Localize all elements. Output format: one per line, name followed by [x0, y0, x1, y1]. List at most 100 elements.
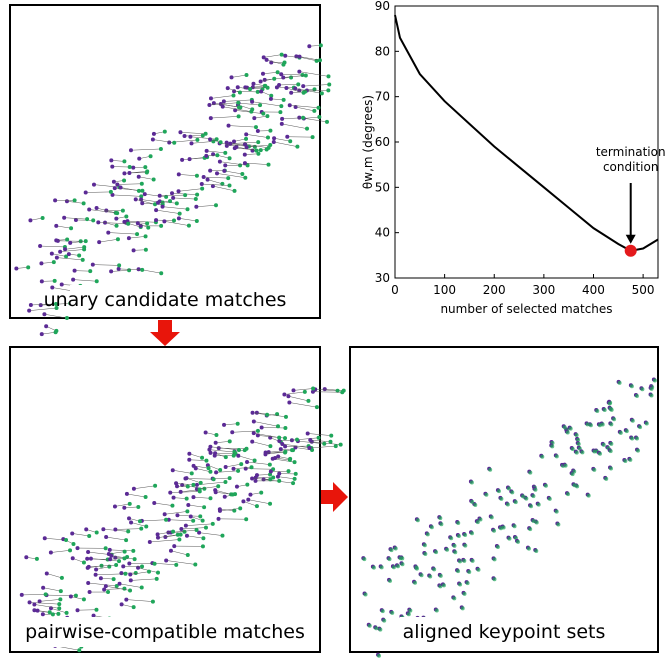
match-line: [42, 332, 56, 334]
keypoint: [275, 85, 279, 89]
keypoint: [129, 148, 133, 152]
keypoint: [140, 182, 144, 186]
keypoint: [134, 197, 138, 201]
keypoint: [575, 451, 579, 455]
keypoint: [374, 626, 378, 630]
keypoint: [164, 518, 168, 522]
keypoint: [43, 536, 47, 540]
keypoint: [250, 465, 254, 469]
keypoint: [64, 538, 68, 542]
keypoint: [179, 490, 183, 494]
keypoint: [113, 186, 117, 190]
keypoint: [414, 565, 418, 569]
keypoint: [256, 152, 260, 156]
keypoint: [180, 158, 184, 162]
keypoint: [326, 88, 330, 92]
keypoint: [190, 471, 194, 475]
keypoint: [476, 520, 480, 524]
annotation-line: termination: [596, 145, 666, 159]
keypoint: [231, 94, 235, 98]
keypoint: [57, 606, 61, 610]
keypoint: [305, 127, 309, 131]
keypoint: [564, 464, 568, 468]
keypoint: [550, 444, 554, 448]
arrow: [321, 482, 348, 512]
keypoint: [41, 216, 45, 220]
keypoint: [215, 171, 219, 175]
keypoint: [227, 124, 231, 128]
keypoint: [276, 475, 280, 479]
keypoint: [548, 497, 552, 501]
keypoint: [85, 217, 89, 221]
keypoint: [132, 487, 136, 491]
keypoint: [209, 451, 213, 455]
keypoint: [423, 552, 427, 556]
keypoint: [638, 425, 642, 429]
keypoint: [140, 201, 144, 205]
keypoint: [430, 525, 434, 529]
keypoint: [101, 527, 105, 531]
keypoint: [636, 449, 640, 453]
keypoint: [159, 147, 163, 151]
keypoint: [334, 444, 338, 448]
keypoint: [87, 565, 91, 569]
keypoint: [140, 268, 144, 272]
keypoint: [307, 44, 311, 48]
keypoint: [208, 169, 212, 173]
keypoint: [217, 517, 221, 521]
keypoint: [467, 570, 471, 574]
keypoint: [145, 170, 149, 174]
keypoint: [492, 529, 496, 533]
keypoint: [124, 598, 128, 602]
y-tick-label: 70: [375, 90, 390, 104]
keypoint: [214, 470, 218, 474]
keypoint: [52, 260, 56, 264]
keypoint: [510, 490, 514, 494]
keypoint: [287, 469, 291, 473]
keypoint: [228, 439, 232, 443]
keypoint: [279, 447, 283, 451]
keypoint: [89, 557, 93, 561]
keypoint: [144, 524, 148, 528]
keypoint: [273, 456, 277, 460]
keypoint: [301, 84, 305, 88]
keypoint: [322, 442, 326, 446]
keypoint: [528, 471, 532, 475]
keypoint: [53, 279, 57, 283]
keypoint: [497, 489, 501, 493]
keypoint: [59, 589, 63, 593]
keypoint: [238, 506, 242, 510]
keypoint: [284, 415, 288, 419]
y-tick-label: 60: [375, 135, 390, 149]
keypoint: [295, 145, 299, 149]
keypoint: [124, 215, 128, 219]
keypoint: [470, 481, 474, 485]
keypoint: [69, 595, 73, 599]
keypoint: [120, 602, 124, 606]
keypoint: [569, 427, 573, 431]
keypoint: [251, 82, 255, 86]
keypoint: [168, 491, 172, 495]
keypoint: [609, 407, 613, 411]
keypoint: [204, 430, 208, 434]
keypoint: [178, 130, 182, 134]
keypoint: [68, 241, 72, 245]
keypoint: [228, 184, 232, 188]
keypoint: [195, 174, 199, 178]
keypoint: [82, 560, 86, 564]
keypoint: [175, 201, 179, 205]
y-axis-label: θw,m (degrees): [361, 95, 375, 189]
keypoint: [191, 495, 195, 499]
keypoint: [245, 447, 249, 451]
keypoint: [151, 600, 155, 604]
keypoint: [268, 502, 272, 506]
keypoint: [250, 440, 254, 444]
keypoint: [97, 240, 101, 244]
keypoint: [108, 548, 112, 552]
keypoint: [114, 217, 118, 221]
keypoint: [396, 564, 400, 568]
keypoint: [566, 430, 570, 434]
keypoint: [243, 161, 247, 165]
keypoint: [603, 408, 607, 412]
keypoint: [592, 468, 596, 472]
